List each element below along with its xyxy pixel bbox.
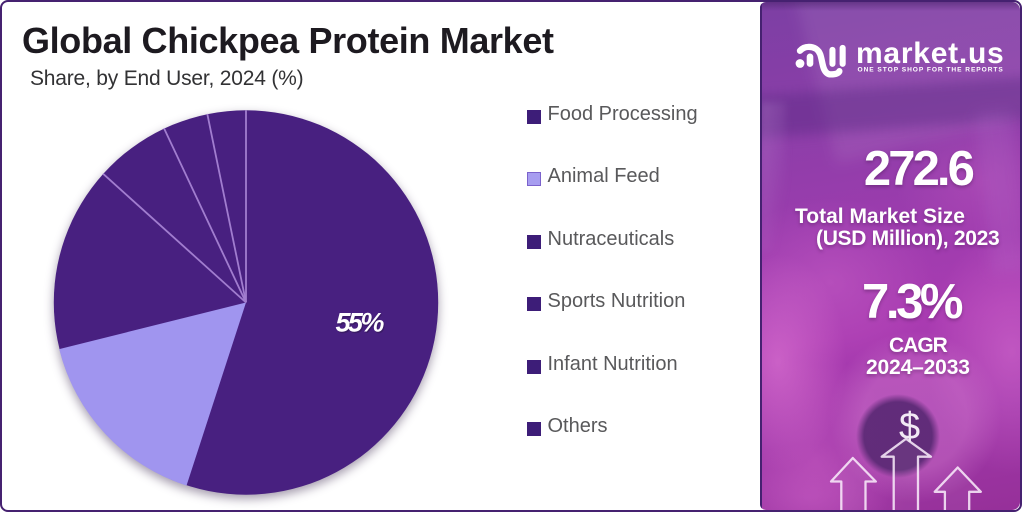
svg-text:market.us: market.us [856, 37, 1005, 70]
svg-text:$: $ [899, 406, 920, 448]
svg-text:ONE STOP SHOP FOR THE REPORTS: ONE STOP SHOP FOR THE REPORTS [858, 66, 1004, 73]
svg-text:55%: 55% [337, 309, 386, 339]
svg-text:55%: 55% [336, 308, 385, 338]
